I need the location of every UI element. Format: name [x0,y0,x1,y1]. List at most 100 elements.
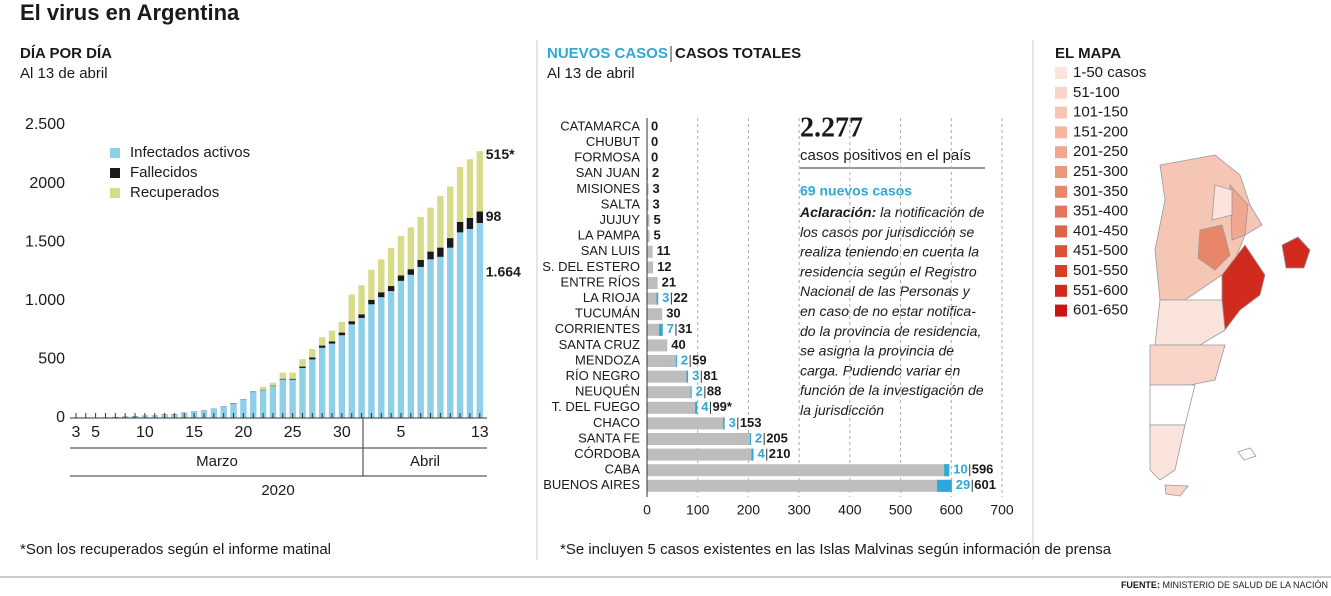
bar-new [686,370,689,383]
legend-label: 551-600 [1073,282,1128,299]
x-tick-label: 500 [889,502,913,518]
value-label: 11 [657,243,671,258]
category-label: SAN JUAN [576,165,640,180]
bar-segment [279,372,286,379]
x-tick-label: 200 [737,502,761,518]
category-label: LA PAMPA [578,228,641,243]
legend-label: 101-150 [1073,104,1128,121]
headline-value: 2.277 [800,112,863,143]
y-tick-label: 2.500 [25,116,65,133]
bar-segment [476,211,483,223]
note-line: la jurisdicción [800,402,884,418]
value-label: 98 [486,208,502,224]
bar [647,323,663,336]
legend-label: 451-500 [1073,242,1128,259]
page-title: El virus en Argentina [20,0,240,25]
category-label: JUJUY [600,212,641,227]
y-tick-label: 0 [56,409,65,426]
islands [1237,447,1257,461]
bar-segment [397,275,405,281]
value-label: 205 [766,430,788,445]
bar-segment [417,217,424,260]
value-label: 0 [651,134,658,149]
value-label: 3 [653,181,660,196]
value-label: 99* [712,399,732,414]
legend-swatch [110,188,120,198]
bar-segment [387,247,395,287]
bar-segment [397,280,405,418]
category-label: FORMOSA [574,150,640,165]
province [1197,224,1231,271]
value-label: 40 [671,337,685,352]
value-label: 12 [657,259,671,274]
value-label: 0 [651,150,658,165]
legend-swatch [1055,225,1067,238]
legend-label: 601-650 [1073,302,1128,319]
bar [647,308,663,321]
bar-segment [378,292,385,298]
y-tick-label: 1.500 [25,233,65,250]
bar-segment [407,274,415,418]
province [1149,344,1226,386]
legend-swatch [1055,126,1067,139]
legend-entry: NUEVOS CASOS [547,45,668,62]
category-label: NEUQUÉN [575,384,640,399]
category-label: MENDOZA [575,352,640,367]
value-label: 2 [652,165,659,180]
x-tick-label: 300 [787,502,811,518]
value-label: 5 [654,228,661,243]
bar-segment [437,196,444,248]
bar-segment [368,269,375,300]
value-label-new: 29 [956,477,970,492]
bar-segment [279,378,286,380]
bar-segment [407,227,415,270]
category-label: S. DEL ESTERO [542,259,640,274]
value-label-new: 10 [953,462,967,477]
legend-label: 201-250 [1073,143,1128,160]
value-label: 59 [692,352,706,367]
bar-new [944,464,950,477]
bar-segment [417,259,424,267]
bar-segment [466,228,474,418]
footnote: *Se incluyen 5 casos existentes en las I… [560,541,1112,558]
bar-segment [328,343,336,418]
bar-segment [338,321,346,333]
value-label: 153 [740,415,762,430]
legend-label: 351-400 [1073,203,1128,220]
category-label: CÓRDOBA [574,446,640,461]
bar-segment [368,304,375,418]
value-label-new: 2 [696,384,703,399]
bar-segment [318,337,326,346]
note-line: función de la investigación de [800,382,984,398]
category-label: RÍO NEGRO [566,368,640,383]
value-label-new: 4 [701,399,709,414]
bar [647,230,650,243]
note-text: do la provincia de residencia, [800,323,981,339]
legend-swatch [110,168,120,178]
bar [647,370,689,383]
legend-header: NUEVOS CASOS [547,45,668,62]
bar-new [659,323,663,336]
value-label: 515* [486,146,515,162]
note-line: Aclaración: la notificación de [799,204,985,220]
legend-label: 151-200 [1073,123,1128,140]
bar-segment [318,347,326,418]
note-line: en caso de no estar notifica- [800,303,976,319]
note-line: los casos por jurisdicción se [800,224,975,240]
category-label: SALTA [601,196,641,211]
legend-swatch [1055,166,1067,178]
note-text: la jurisdicción [800,402,884,418]
bar [647,355,677,367]
bar [647,339,668,352]
bar-segment [309,359,316,418]
subtitle: Al 13 de abril [547,65,635,82]
category-label: SANTA FE [578,430,640,445]
x-tick-label: 5 [91,424,100,441]
legend-swatch [1055,185,1067,198]
legend-swatch [1055,265,1067,277]
bar-segment [456,232,464,418]
bar-new [749,433,751,445]
bar-new [690,386,692,399]
value-label-new: 2 [755,430,762,445]
